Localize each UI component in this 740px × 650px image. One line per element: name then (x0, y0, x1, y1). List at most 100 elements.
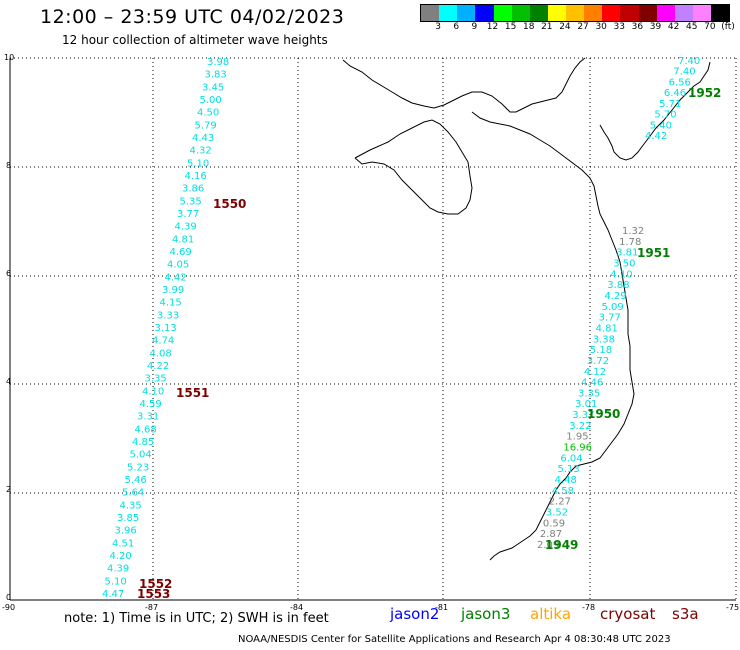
wave-height-value: 3.22 (569, 421, 591, 432)
wave-height-value: 3.13 (155, 323, 177, 334)
wave-height-value: 4.43 (192, 133, 214, 144)
scale-label: 30 (595, 22, 607, 32)
wave-height-value: 4.35 (120, 500, 142, 511)
wave-height-value: 3.45 (202, 82, 224, 93)
scale-swatch (602, 5, 621, 21)
wave-height-value: 1.95 (566, 432, 588, 443)
wave-height-value: 2.27 (549, 497, 571, 508)
wave-height-value: 4.32 (190, 146, 212, 157)
x-tick--84: -84 (290, 603, 303, 612)
scale-label: 24 (559, 22, 571, 32)
pass-id-1552: 1552 (139, 577, 172, 591)
wave-height-value: 3.77 (177, 209, 199, 220)
wave-height-value: 3.50 (613, 259, 635, 270)
wave-height-value: 6.46 (664, 88, 686, 99)
wave-height-value: 5.10 (105, 576, 127, 587)
scale-swatch (439, 5, 458, 21)
wave-height-color-scale (420, 4, 730, 22)
x-tick--75: -75 (726, 603, 739, 612)
scale-swatch (421, 5, 440, 21)
y-tick-10: 10 (4, 53, 14, 62)
wave-height-scale-labels: 3 6 9 12 15 18 21 24 27 30 33 36 39 42 45 70 (ft) (420, 22, 735, 34)
wave-height-value: 3.33 (157, 310, 179, 321)
wave-height-value: 2.87 (540, 529, 562, 540)
wave-height-value: 4.42 (645, 131, 667, 142)
lat-lon-grid (10, 57, 737, 600)
map-title: 12:00 – 23:59 UTC 04/02/2023 (40, 6, 345, 28)
scale-swatch (711, 5, 730, 21)
wave-height-value: 5.10 (187, 158, 209, 169)
wave-height-value: 3.01 (575, 399, 597, 410)
wave-height-value: 5.40 (650, 120, 672, 131)
coastline (342, 57, 711, 561)
wave-height-value: 4.39 (107, 564, 129, 575)
wave-height-value: 5.46 (125, 475, 147, 486)
legend-jason3: jason3 (461, 605, 511, 623)
scale-label: 45 (686, 22, 698, 32)
pass-id-1951: 1951 (637, 246, 670, 260)
wave-height-value: 4.05 (167, 260, 189, 271)
wave-height-value: 4.69 (170, 247, 192, 258)
legend-cryosat: cryosat (600, 605, 656, 623)
wave-height-value: 4.46 (581, 378, 603, 389)
legend-s3a: s3a (672, 605, 699, 623)
wave-height-value: 0.59 (543, 518, 565, 529)
wave-height-value: 4.12 (584, 367, 606, 378)
y-tick-0: 0 (6, 593, 11, 602)
scale-label: (ft) (721, 22, 735, 32)
scale-label: 36 (631, 22, 644, 32)
wave-height-value: 5.04 (130, 450, 152, 461)
wave-height-value: 3.38 (593, 334, 615, 345)
wave-height-value: 4.48 (555, 475, 577, 486)
wave-height-value: 4.15 (160, 298, 182, 309)
wave-height-value: 5.00 (200, 95, 222, 106)
cuba-south-coast (354, 119, 473, 215)
wave-height-value: 5.13 (558, 464, 580, 475)
footnote: note: 1) Time is in UTC; 2) SWH is in fe… (64, 611, 329, 626)
scale-swatch (511, 5, 530, 21)
wave-height-value: 2.09 (537, 540, 559, 551)
scale-swatch (692, 5, 711, 21)
wave-height-value: 5.35 (180, 196, 202, 207)
y-tick-4: 4 (6, 377, 11, 386)
y-tick-2: 2 (6, 485, 11, 494)
wave-height-value: 5.70 (654, 110, 676, 121)
pass-id-1551: 1551 (176, 386, 209, 400)
wave-height-value: 7.40 (678, 56, 700, 67)
scale-label: 27 (577, 22, 589, 32)
y-tick-6: 6 (6, 269, 11, 278)
scale-swatch (674, 5, 693, 21)
wave-height-value: 4.59 (140, 399, 162, 410)
wave-height-value: 3.98 (207, 57, 229, 68)
wave-height-value: 4.22 (147, 361, 169, 372)
pass-id-1952: 1952 (688, 86, 721, 100)
wave-height-value: 5.09 (602, 302, 624, 313)
x-tick--90: -90 (2, 603, 15, 612)
wave-height-value: 5.79 (195, 120, 217, 131)
wave-height-value: 4.85 (132, 437, 154, 448)
scale-label: 39 (649, 22, 662, 32)
wave-height-value: 3.85 (117, 513, 139, 524)
scale-label: 6 (453, 22, 460, 32)
track-1951-values: 1.321.783.813.504.103.884.295.093.774.81… (537, 226, 644, 551)
scale-label: 3 (435, 22, 441, 32)
wave-height-value: 3.37 (572, 410, 594, 421)
scale-label: 70 (704, 22, 716, 32)
scale-label: 42 (667, 22, 680, 32)
wave-height-value: 7.40 (673, 67, 695, 78)
pass-id-1553: 1553 (137, 587, 170, 601)
wave-height-value: 3.35 (145, 374, 167, 385)
scale-label: 18 (522, 22, 535, 32)
scale-label: 12 (486, 22, 499, 32)
wave-height-value: 3.52 (546, 508, 568, 519)
scale-swatch (547, 5, 566, 21)
wave-height-value: 4.20 (110, 551, 132, 562)
wave-height-value: 5.64 (122, 488, 144, 499)
wave-height-value: 3.88 (607, 280, 629, 291)
wave-height-value: 4.51 (112, 538, 134, 549)
scale-label: 15 (504, 22, 517, 32)
pass-id-1949: 1949 (545, 538, 578, 552)
pass-id-1950: 1950 (587, 407, 620, 421)
track-1550-values: 3.983.833.455.004.505.794.434.325.104.16… (102, 57, 229, 600)
